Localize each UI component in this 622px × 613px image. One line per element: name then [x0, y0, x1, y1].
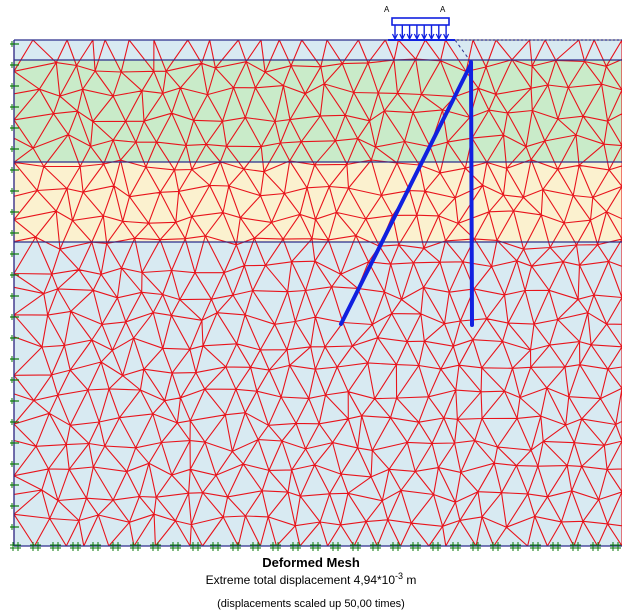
fixity-mark-bottom [310, 542, 321, 551]
load-label-left: A [384, 5, 390, 14]
fixity-mark-bottom [70, 542, 81, 551]
distributed-load: A A [384, 5, 455, 41]
fixity-mark-bottom [450, 542, 461, 551]
fixity-mark-bottom [370, 542, 381, 551]
fixity-mark-bottom [130, 542, 141, 551]
fixity-mark-bottom [410, 542, 421, 551]
fixity-mark-bottom [490, 542, 501, 551]
boundary-fixities [10, 41, 621, 551]
fixity-mark-bottom [10, 542, 21, 551]
fixity-mark-bottom [350, 542, 361, 551]
fixity-mark-bottom [530, 542, 541, 551]
fixity-mark-bottom [330, 542, 341, 551]
extreme-displacement-unit: m [403, 573, 417, 587]
fixity-mark-bottom [390, 542, 401, 551]
structures [339, 60, 474, 327]
extreme-displacement: Extreme total displacement 4,94*10-3 m [0, 571, 622, 587]
fixity-mark-bottom [210, 542, 221, 551]
scale-note: (displacements scaled up 50,00 times) [217, 598, 405, 610]
fixity-mark-bottom [30, 542, 41, 551]
fixity-mark-bottom [610, 542, 621, 551]
fixity-mark-bottom [250, 542, 261, 551]
extreme-displacement-exponent: -3 [395, 571, 404, 581]
load-label-right: A [440, 5, 446, 14]
load-top-bar [391, 17, 450, 26]
fixity-mark-bottom [110, 542, 121, 551]
retaining-wall [469, 60, 474, 327]
fixity-mark-bottom [590, 542, 601, 551]
fixity-mark-bottom [50, 542, 61, 551]
deformed-mesh-plot: A A [10, 5, 622, 551]
fixity-mark-bottom [150, 542, 161, 551]
plot-title: Deformed Mesh [262, 555, 360, 570]
fixity-mark-bottom [270, 542, 281, 551]
extreme-displacement-text: Extreme total displacement 4,94*10 [205, 573, 396, 587]
fixity-mark-bottom [230, 542, 241, 551]
fixity-mark-bottom [470, 542, 481, 551]
fixity-mark-bottom [570, 542, 581, 551]
anchor-rod [339, 62, 473, 326]
fixity-mark-bottom [430, 542, 441, 551]
fixity-mark-bottom [550, 542, 561, 551]
fixity-mark-bottom [190, 542, 201, 551]
fixity-mark-bottom [90, 542, 101, 551]
fixity-mark-bottom [170, 542, 181, 551]
fixity-mark-bottom [290, 542, 301, 551]
fixity-mark-bottom [510, 542, 521, 551]
soil-layers [14, 40, 622, 546]
